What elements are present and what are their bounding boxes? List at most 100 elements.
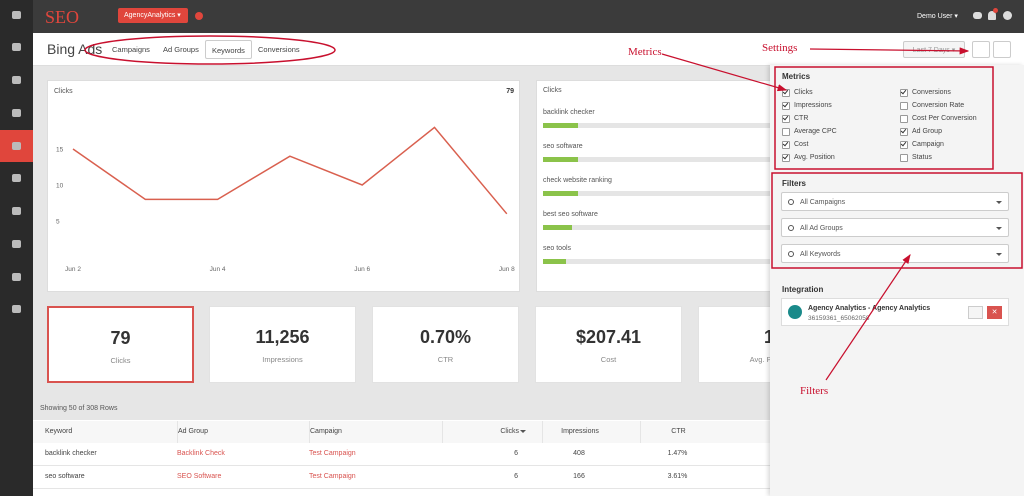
dropdown-caret bbox=[996, 227, 1002, 233]
column-header[interactable]: Campaign bbox=[309, 421, 419, 443]
filter-select[interactable]: All Ad Groups bbox=[781, 218, 1009, 237]
checkbox[interactable] bbox=[900, 101, 908, 110]
account-icon[interactable] bbox=[195, 12, 203, 20]
data-table: Keyword Ad Group Campaign Clicks Impressions… bbox=[33, 420, 793, 496]
column-header[interactable]: Ad Group bbox=[177, 421, 286, 443]
table-cell: 3.61% bbox=[667, 473, 688, 480]
stat-label: Cost bbox=[600, 355, 617, 364]
checkbox[interactable] bbox=[900, 114, 908, 123]
filters-title: Filters bbox=[782, 179, 807, 188]
table-cell[interactable]: Test Campaign bbox=[309, 450, 356, 457]
stat-card[interactable]: 11,256 Impressions bbox=[209, 306, 356, 383]
filter-select[interactable]: All Keywords bbox=[781, 244, 1009, 263]
metric-option[interactable]: Average CPC bbox=[782, 125, 900, 138]
checkbox[interactable] bbox=[782, 127, 790, 136]
metric-label: Avg. Position bbox=[794, 154, 835, 161]
stat-value: $207.41 bbox=[575, 327, 642, 347]
checkbox[interactable] bbox=[782, 153, 790, 162]
metric-option[interactable]: Cost bbox=[782, 138, 900, 151]
checkbox[interactable] bbox=[900, 127, 908, 136]
checkbox[interactable] bbox=[900, 140, 908, 149]
sidebar-icon[interactable] bbox=[12, 43, 21, 51]
checkbox[interactable] bbox=[782, 140, 790, 149]
tab[interactable]: Ad Groups bbox=[163, 45, 199, 54]
stat-value: 11,256 bbox=[255, 327, 310, 347]
metric-label: Average CPC bbox=[794, 128, 837, 135]
filter-label: All Ad Groups bbox=[800, 225, 843, 232]
table-cell[interactable]: Backlink Check bbox=[177, 450, 225, 457]
tab[interactable]: Conversions bbox=[258, 45, 300, 54]
settings-button[interactable] bbox=[972, 41, 990, 58]
keyword-label: best seo software bbox=[543, 211, 598, 218]
checkbox[interactable] bbox=[782, 101, 790, 110]
metric-option[interactable]: Impressions bbox=[782, 99, 900, 112]
dropdown-caret bbox=[996, 253, 1002, 259]
column-header[interactable]: Keyword bbox=[45, 428, 73, 435]
checkbox[interactable] bbox=[900, 88, 908, 97]
user-menu[interactable]: Demo User ▾ bbox=[917, 13, 958, 20]
chat-icon[interactable] bbox=[973, 12, 982, 19]
bing-icon bbox=[788, 305, 802, 319]
checkbox[interactable] bbox=[782, 88, 790, 97]
metric-option[interactable]: Ad Group bbox=[900, 125, 1000, 138]
filter-select[interactable]: All Campaigns bbox=[781, 192, 1009, 211]
metric-option[interactable]: Conversions bbox=[900, 86, 1000, 99]
metrics-title: Metrics bbox=[782, 72, 811, 81]
keyword-bar bbox=[543, 123, 578, 128]
tab[interactable]: Campaigns bbox=[112, 45, 150, 54]
download-button[interactable] bbox=[993, 41, 1011, 58]
sidebar-icon[interactable] bbox=[12, 109, 21, 117]
metric-option[interactable]: CTR bbox=[782, 112, 900, 125]
sidebar-icon[interactable] bbox=[12, 142, 21, 150]
dropdown-caret bbox=[996, 201, 1002, 207]
table-cell[interactable]: Test Campaign bbox=[309, 473, 356, 480]
metrics-list: Clicks Impressions CTR Average CPC Cost Avg. … bbox=[782, 86, 992, 164]
metric-option[interactable]: Campaign bbox=[900, 138, 1000, 151]
keyword-label: seo software bbox=[543, 143, 583, 150]
sidebar-icon[interactable] bbox=[12, 240, 21, 248]
sidebar-icon[interactable] bbox=[12, 174, 21, 182]
stat-card[interactable]: 79 Clicks bbox=[47, 306, 194, 383]
sort-icon bbox=[520, 430, 526, 436]
sidebar-icon[interactable] bbox=[12, 76, 21, 84]
column-header[interactable]: Clicks bbox=[442, 421, 519, 443]
table-cell: 6 bbox=[514, 473, 518, 480]
table-cell[interactable]: SEO Software bbox=[177, 473, 222, 480]
column-header[interactable]: CTR bbox=[640, 421, 716, 443]
metric-option[interactable]: Conversion Rate bbox=[900, 99, 1000, 112]
bar-track bbox=[543, 157, 781, 162]
table-cell: 1.47% bbox=[667, 450, 688, 457]
help-icon[interactable] bbox=[1003, 11, 1012, 20]
metric-option[interactable]: Status bbox=[900, 151, 1000, 164]
checkbox[interactable] bbox=[782, 114, 790, 123]
metric-option[interactable]: Avg. Position bbox=[782, 151, 900, 164]
sidebar bbox=[0, 0, 33, 496]
table-summary: Showing 50 of 308 Rows bbox=[40, 405, 118, 412]
stat-card[interactable]: 0.70% CTR bbox=[372, 306, 519, 383]
sidebar-icon[interactable] bbox=[12, 273, 21, 281]
integration-name: Agency Analytics - Agency Analytics bbox=[808, 305, 931, 312]
delete-button[interactable]: ✕ bbox=[987, 306, 1002, 319]
tab[interactable]: Keywords bbox=[205, 40, 252, 59]
account-button[interactable]: AgencyAnalytics ▾ bbox=[118, 8, 188, 23]
x-tick-label: Jun 2 bbox=[65, 266, 81, 273]
date-range[interactable]: Last 7 Days ▾ bbox=[903, 41, 965, 58]
column-header[interactable]: Impressions bbox=[542, 421, 617, 443]
edit-button[interactable] bbox=[968, 306, 983, 319]
metric-label: Cost bbox=[794, 141, 809, 148]
metric-option[interactable]: Cost Per Conversion bbox=[900, 112, 1000, 125]
metric-option[interactable]: Clicks bbox=[782, 86, 900, 99]
checkbox[interactable] bbox=[900, 153, 908, 162]
integration-title: Integration bbox=[782, 285, 824, 294]
filter-label: All Campaigns bbox=[800, 199, 846, 206]
sidebar-icon[interactable] bbox=[12, 207, 21, 215]
integration-row: Agency Analytics - Agency Analytics 3615… bbox=[781, 298, 1009, 326]
metric-label: Cost Per Conversion bbox=[912, 115, 977, 122]
keyword-panel: Clicks backlink checker seo software check… bbox=[536, 80, 786, 292]
bell-icon[interactable] bbox=[988, 11, 996, 20]
stat-card[interactable]: $207.41 Cost bbox=[535, 306, 682, 383]
sidebar-icon[interactable] bbox=[12, 305, 21, 313]
table-cell: backlink checker bbox=[45, 450, 97, 457]
sidebar-icon[interactable] bbox=[12, 11, 21, 19]
